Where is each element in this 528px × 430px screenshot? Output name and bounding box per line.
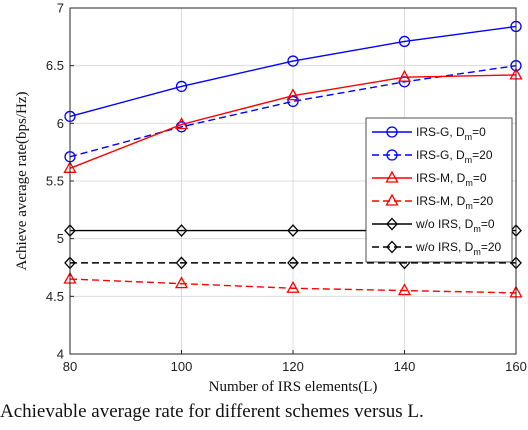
diamond-marker — [386, 217, 398, 231]
y-tick-label: 7 — [57, 1, 64, 16]
diamond-marker — [386, 240, 398, 254]
x-tick-label: 100 — [171, 359, 193, 374]
legend-label: w/o IRS, Dm=20 — [415, 240, 502, 257]
legend-label: IRS-M, Dm=20 — [416, 194, 494, 211]
x-tick-label: 80 — [63, 359, 77, 374]
triangle-marker — [174, 117, 189, 130]
legend-label: IRS-G, Dm=20 — [416, 148, 493, 165]
y-tick-label: 6 — [57, 116, 64, 131]
series-line — [69, 278, 517, 294]
diamond-marker — [287, 256, 299, 270]
legend-entry: IRS-M, Dm=0 — [372, 170, 487, 188]
y-tick-label: 5.5 — [46, 174, 64, 189]
legend-entry: w/o IRS, Dm=0 — [372, 217, 495, 234]
legend: IRS-G, Dm=0 IRS-G, Dm=20 IRS-M, Dm=0 IRS-M,… — [365, 117, 513, 263]
axis-ticks: 80 100 120 140 160 4 4.5 5 5.5 6 6.5 7 — [46, 1, 527, 375]
x-axis-label: Number of IRS elements(L) — [209, 379, 378, 395]
circle-marker — [386, 126, 398, 138]
y-tick-label: 4.5 — [46, 289, 64, 304]
legend-label: IRS-M, Dm=0 — [416, 171, 487, 188]
x-tick-label: 120 — [282, 359, 304, 374]
circle-marker — [386, 149, 398, 161]
circle-marker — [287, 95, 299, 108]
y-tick-label: 6.5 — [46, 58, 64, 73]
circle-marker — [175, 80, 188, 93]
legend-label: w/o IRS, Dm=0 — [415, 217, 495, 234]
series-line — [69, 74, 517, 169]
triangle-marker — [385, 170, 399, 183]
diamond-marker — [175, 224, 188, 238]
x-tick-label: 140 — [394, 359, 416, 374]
x-tick-label: 160 — [505, 359, 527, 374]
triangle-marker — [385, 193, 399, 206]
triangle-marker — [286, 88, 300, 101]
figure-caption: Achievable average rate for different sc… — [0, 401, 424, 422]
y-tick-label: 4 — [57, 347, 64, 362]
diamond-marker — [287, 224, 299, 238]
y-axis-label: Achieve average rate(bps/Hz) — [14, 91, 30, 270]
legend-label: IRS-G, Dm=0 — [416, 125, 486, 142]
legend-entry: IRS-M, Dm=20 — [372, 193, 494, 211]
triangle-marker — [174, 276, 189, 289]
triangle-marker — [397, 283, 412, 296]
triangle-marker — [286, 280, 300, 293]
legend-entry: IRS-G, Dm=20 — [372, 148, 493, 165]
legend-entry: w/o IRS, Dm=20 — [372, 240, 502, 257]
line-chart: 80 100 120 140 160 4 4.5 5 5.5 6 6.5 7 Number of IR… — [14, 1, 527, 396]
triangle-marker — [397, 69, 412, 82]
legend-box — [365, 117, 513, 263]
diamond-marker — [175, 256, 188, 270]
circle-marker — [398, 35, 411, 48]
y-tick-label: 5 — [57, 231, 64, 246]
legend-entry: IRS-G, Dm=0 — [372, 125, 486, 142]
circle-marker — [287, 55, 299, 67]
series-line — [69, 25, 517, 118]
